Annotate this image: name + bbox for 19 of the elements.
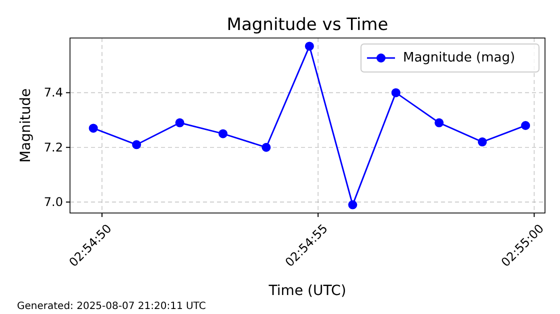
chart-title: Magnitude vs Time [226, 15, 388, 35]
point [88, 124, 98, 133]
y-axis-title: Magnitude [18, 88, 34, 163]
point [434, 118, 444, 128]
legend-label: Magnitude (mag) [403, 50, 516, 66]
point [262, 142, 271, 152]
point [391, 88, 400, 98]
point [348, 200, 358, 210]
y-tick-label: 7.4 [44, 86, 63, 100]
point [304, 42, 314, 51]
point [218, 129, 228, 138]
y-tick-label: 7.2 [44, 140, 63, 154]
y-tick-label: 7.0 [44, 195, 63, 210]
point [175, 118, 184, 128]
x-axis-title: Time (UTC) [268, 283, 346, 299]
text: Generated: 2025-08-07 21:20:11 UTC [17, 301, 206, 312]
point [132, 140, 142, 150]
point [478, 137, 487, 146]
point [521, 121, 530, 130]
